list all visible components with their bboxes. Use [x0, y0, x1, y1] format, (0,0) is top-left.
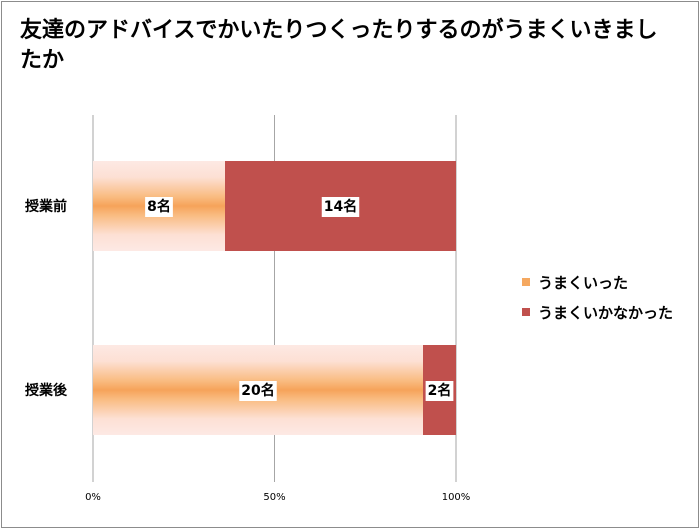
svg-text:8名: 8名: [147, 198, 171, 215]
data-label: 8名: [145, 197, 173, 217]
category-label: 授業前: [25, 198, 67, 215]
chart-title: 友達のアドバイスでかいたりつくったりするのがうまくいきましたか: [20, 18, 658, 73]
legend-label-failure: うまくいかなかった: [538, 303, 674, 322]
data-label: 20名: [239, 381, 277, 401]
svg-text:2名: 2名: [428, 382, 452, 399]
svg-text:20名: 20名: [241, 382, 274, 399]
data-label: 2名: [425, 381, 454, 401]
category-label: 授業後: [25, 382, 68, 399]
legend-swatch-failure: [522, 308, 530, 316]
legend-item-failure: うまくいかなかった: [522, 300, 673, 324]
x-tick-label: 100%: [442, 492, 471, 503]
chart-legend: うまくいった うまくいかなかった: [522, 270, 673, 330]
x-tick-label: 0%: [85, 492, 101, 503]
svg-text:14名: 14名: [324, 198, 357, 215]
data-label: 14名: [321, 197, 360, 217]
x-tick-label: 50%: [263, 492, 285, 503]
legend-label-success: うまくいった: [538, 273, 629, 292]
legend-item-success: うまくいった: [522, 270, 673, 294]
legend-swatch-success: [522, 278, 530, 286]
